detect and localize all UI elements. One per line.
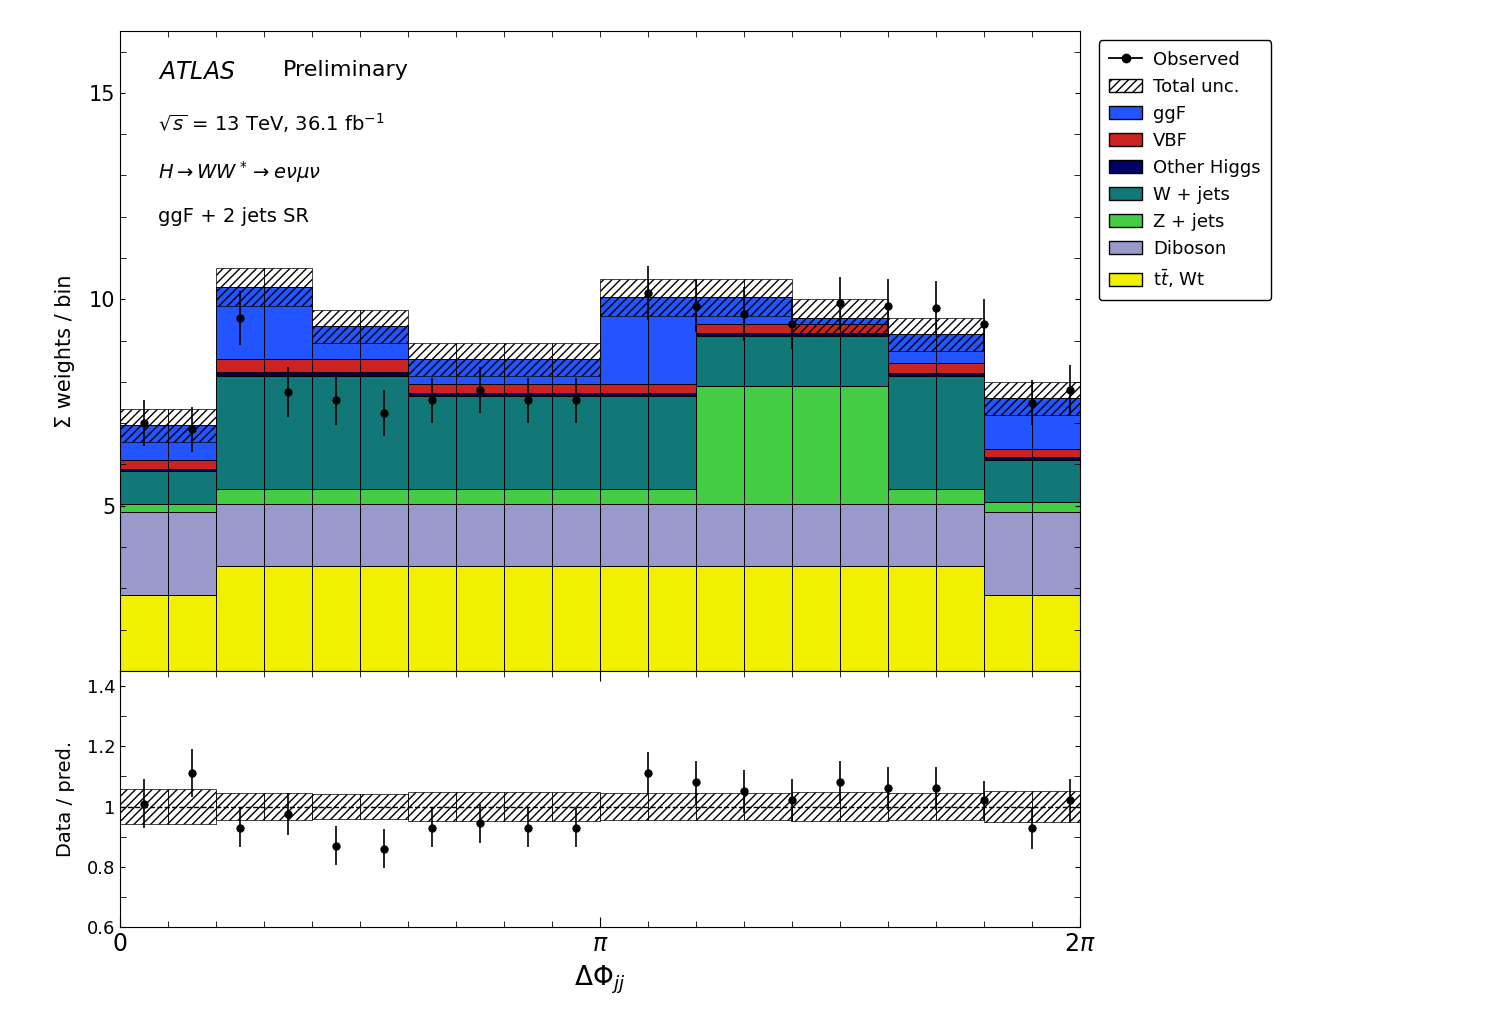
Text: $H \rightarrow WW^* \rightarrow e\nu\mu\nu$: $H \rightarrow WW^* \rightarrow e\nu\mu\… [159,159,321,184]
Text: $\sqrt{s}$ = 13 TeV, 36.1 fb$^{-1}$: $\sqrt{s}$ = 13 TeV, 36.1 fb$^{-1}$ [159,111,386,135]
X-axis label: $\Delta\Phi_{jj}$: $\Delta\Phi_{jj}$ [574,964,626,996]
Y-axis label: Σ weights / bin: Σ weights / bin [56,274,75,427]
Text: ggF + 2 jets SR: ggF + 2 jets SR [159,207,309,226]
Legend: Observed, Total unc., ggF, VBF, Other Higgs, W + jets, Z + jets, Diboson, t$\bar: Observed, Total unc., ggF, VBF, Other Hi… [1098,40,1272,301]
Text: $\mathit{ATLAS}$: $\mathit{ATLAS}$ [159,60,236,83]
Text: Preliminary: Preliminary [284,60,410,79]
Y-axis label: Data / pred.: Data / pred. [57,741,75,857]
